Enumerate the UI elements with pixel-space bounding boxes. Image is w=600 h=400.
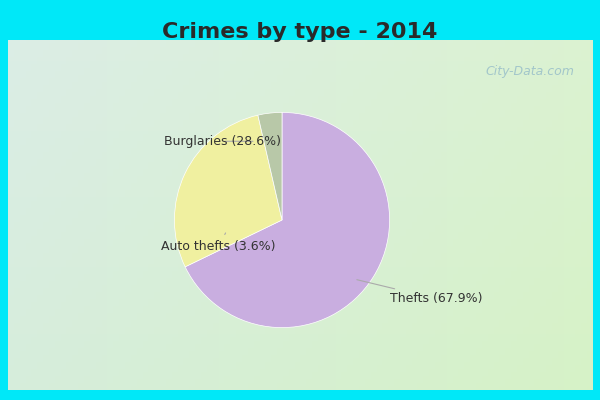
Text: Thefts (67.9%): Thefts (67.9%) — [357, 280, 482, 305]
Wedge shape — [175, 115, 282, 267]
Text: City-Data.com: City-Data.com — [486, 64, 575, 78]
Text: Auto thefts (3.6%): Auto thefts (3.6%) — [161, 233, 276, 253]
Text: Crimes by type - 2014: Crimes by type - 2014 — [163, 22, 437, 42]
Wedge shape — [185, 112, 389, 328]
Wedge shape — [258, 112, 282, 220]
Text: Burglaries (28.6%): Burglaries (28.6%) — [164, 135, 281, 148]
